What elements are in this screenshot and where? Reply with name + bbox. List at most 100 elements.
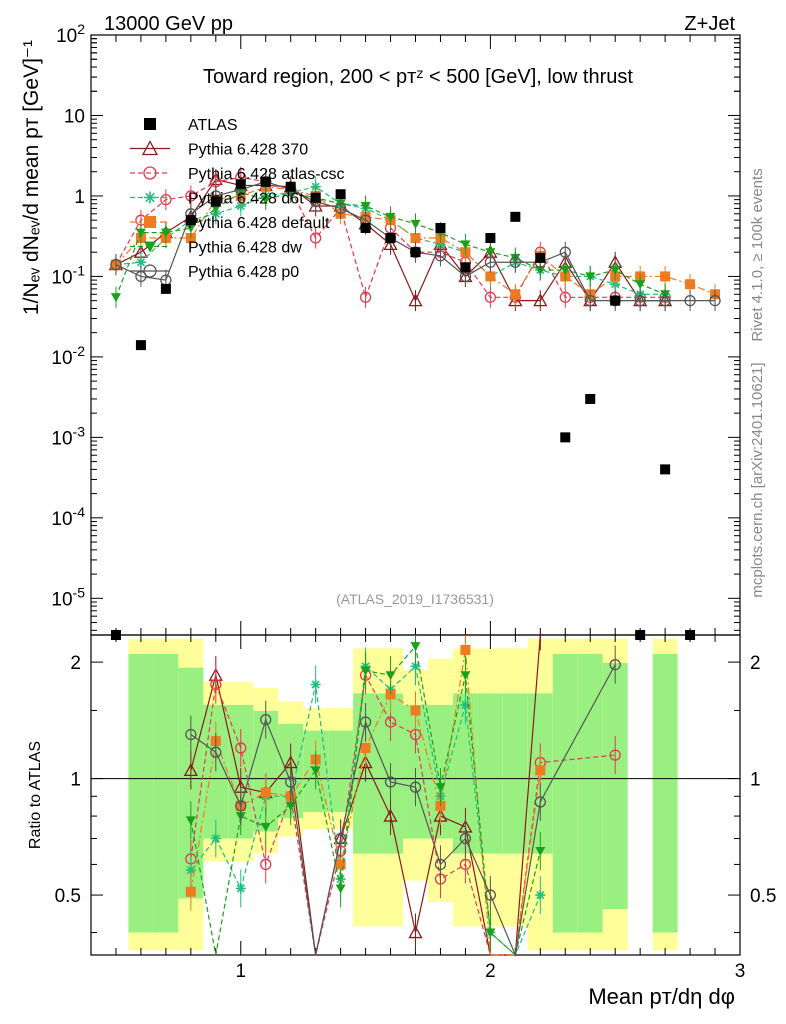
data-point: [485, 233, 496, 244]
legend-entry: Pythia 6.428 370: [130, 140, 308, 159]
ratio-y-tick-label: 0.5: [55, 886, 81, 907]
series-point: [110, 259, 122, 271]
series-point: [135, 257, 146, 268]
x-tick-label: 2: [485, 961, 496, 982]
series-point: [310, 232, 322, 244]
ratio-point: [185, 816, 196, 826]
ratio-point: [460, 671, 471, 681]
series-point: [360, 201, 371, 211]
legend-marker: [144, 216, 156, 228]
legend-label: ATLAS: [188, 117, 238, 134]
series-point: [559, 291, 571, 303]
ratio-point: [360, 742, 371, 753]
series-point: [584, 294, 596, 307]
series-point: [659, 294, 671, 307]
y-tick-label: 102: [56, 21, 85, 47]
stat-uncertainty-band: [652, 653, 678, 933]
ratio-point: [335, 859, 346, 870]
star-arm: [186, 866, 195, 875]
series-point: [560, 266, 571, 276]
star-arm: [145, 192, 155, 203]
ratio-point: [384, 776, 397, 788]
x-tick-label: 1: [235, 961, 246, 982]
chart-title: Toward region, 200 < pᴛᶻ < 500 [GeV], lo…: [203, 66, 633, 88]
series-point: [410, 233, 421, 244]
ratio-point: [484, 889, 497, 901]
ratio-panel: 1 2 3 0.5 0.5 1 1 2 2 Ratio to ATLAS Mean pᴛ/dη dφ: [27, 634, 776, 1009]
ratio-point: [410, 705, 421, 716]
legend-entry: Pythia 6.428 default: [130, 215, 330, 232]
stat-uncertainty-band: [552, 653, 578, 933]
series-point: [635, 280, 646, 290]
ratio-series-5: [185, 645, 621, 958]
ratio-point: [335, 884, 346, 894]
legend: ATLAS Pythia 6.428 370 Pythia 6.428 atlas-…: [130, 117, 345, 281]
series-point: [260, 195, 271, 205]
series-point: [684, 294, 696, 307]
ratio-line: [190, 649, 541, 956]
ratio-point: [260, 787, 271, 798]
legend-marker: [144, 118, 156, 130]
data-point: [660, 464, 671, 475]
star-arm: [461, 700, 470, 710]
stat-uncertainty-band: [502, 693, 528, 854]
stat-uncertainty-band: [577, 653, 603, 933]
data-point: [385, 233, 396, 244]
ratio-point: [460, 644, 471, 655]
data-point: [235, 179, 246, 190]
ratio-point: [459, 858, 472, 871]
rivet-label: Rivet 4.1.0, ≥ 100k events: [749, 168, 766, 341]
series-point: [559, 246, 571, 258]
series-point: [709, 294, 721, 307]
ratio-point: [383, 808, 398, 822]
legend-entry: Pythia 6.428 atlas-csc: [130, 166, 345, 183]
ratio-y-tick-label-right: 1: [750, 770, 761, 791]
series-line: [115, 186, 666, 295]
ratio-point: [360, 666, 371, 676]
ratio-point: [609, 658, 621, 671]
ratio-point: [408, 925, 423, 939]
header-right: Z+Jet: [684, 13, 735, 35]
y-axis-label: 1/Nₑᵥ dNₑᵥ/d mean pᴛ [GeV]⁻¹: [20, 40, 43, 315]
stat-uncertainty-band: [153, 653, 179, 933]
legend-marker: [141, 140, 159, 156]
legend-entry: Pythia 6.428 p0: [130, 264, 299, 281]
ratio-point: [334, 832, 347, 845]
ratio-point: [235, 883, 246, 894]
ratio-series-4: [185, 635, 546, 957]
y-tick-label: 10-1: [51, 262, 85, 288]
data-point: [210, 196, 221, 207]
series-point: [460, 240, 471, 250]
ratio-y-tick-label-right: 0.5: [750, 886, 776, 907]
ratio-point: [385, 689, 396, 700]
ratio-point: [210, 746, 222, 758]
ratio-point: [460, 699, 471, 710]
series-point: [210, 204, 221, 214]
data-point: [310, 192, 321, 203]
ratio-point: [210, 678, 222, 691]
legend-marker: [144, 241, 156, 253]
ratio-point: [210, 833, 221, 844]
data-point: [460, 262, 471, 273]
ratio-point: [385, 671, 396, 681]
series-point: [185, 190, 197, 202]
y-tick-label: 10-5: [51, 584, 85, 610]
data-point: [335, 189, 346, 200]
stat-uncertainty-band: [602, 662, 628, 910]
series-point: [359, 291, 372, 303]
data-point: [135, 340, 146, 351]
ratio-point: [235, 800, 247, 812]
series-point: [410, 219, 421, 229]
series-point: [160, 228, 171, 238]
data-point: [585, 393, 596, 404]
data-point: [560, 432, 571, 443]
ratio-y-axis-label: Ratio to ATLAS: [27, 741, 44, 849]
ratio-point: [185, 728, 197, 741]
legend-label: Pythia 6.428 dw: [188, 240, 302, 257]
series-point: [110, 293, 121, 303]
series-point: [685, 279, 696, 290]
star-arm: [136, 258, 146, 267]
ratio-point: [409, 781, 422, 793]
y-tick-label: 10-3: [51, 423, 85, 449]
